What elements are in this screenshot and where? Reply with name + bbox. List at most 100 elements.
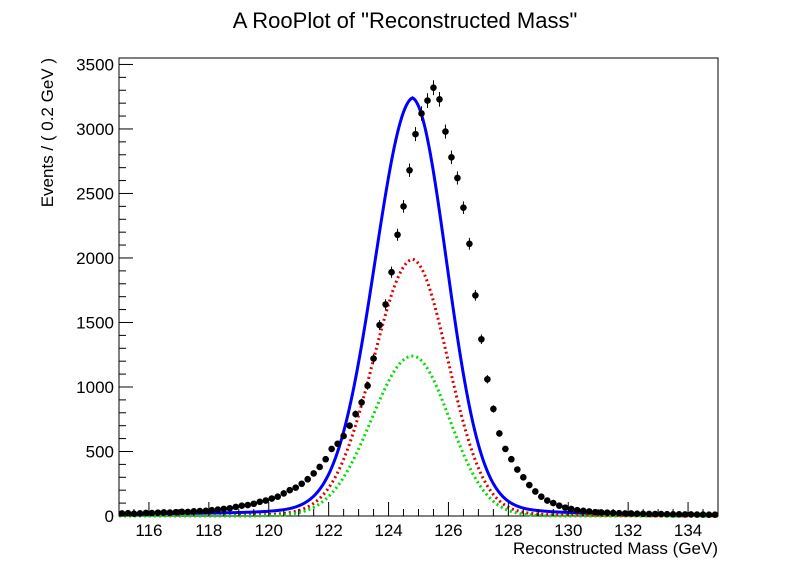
data-point: [208, 506, 216, 514]
data-point: [256, 498, 264, 506]
data-point: [663, 510, 671, 518]
x-tick-label: 126: [434, 521, 462, 540]
data-point: [651, 510, 659, 518]
x-tick-label: 134: [674, 521, 702, 540]
red-component-curve: [118, 257, 718, 518]
data-point: [148, 509, 156, 517]
data-point: [693, 511, 701, 518]
data-point: [591, 508, 599, 516]
data-point: [346, 422, 353, 429]
y-tick-label: 1500: [76, 313, 114, 332]
total-fit-curve: [119, 96, 718, 517]
data-point: [292, 484, 300, 491]
data-point: [142, 509, 150, 517]
data-point: [675, 511, 683, 518]
data-point: [711, 511, 719, 519]
x-tick-label: 120: [255, 521, 283, 540]
data-point: [382, 301, 389, 308]
data-point: [352, 410, 359, 418]
data-point: [549, 499, 557, 507]
data-point: [322, 455, 329, 463]
data-point: [118, 510, 126, 517]
data-point: [184, 508, 192, 516]
data-point: [370, 355, 377, 362]
green-component-curve: [119, 354, 718, 518]
data-point: [454, 174, 461, 182]
data-point: [424, 97, 431, 104]
data-points: [118, 80, 719, 519]
y-tick-label: 3500: [76, 55, 114, 74]
data-point: [178, 508, 186, 516]
x-tick-label: 128: [494, 521, 522, 540]
data-point: [214, 506, 222, 513]
data-point: [448, 154, 455, 161]
data-point: [603, 509, 611, 516]
data-point: [388, 268, 395, 276]
data-point: [154, 509, 162, 516]
y-axis-ticks: 0 500 1000 1500 2000 2500 3000 3500: [76, 55, 133, 526]
data-point: [166, 509, 174, 516]
data-point: [304, 475, 311, 483]
data-point: [597, 509, 605, 516]
data-point: [340, 432, 347, 440]
plot-frame: [118, 57, 719, 517]
data-point: [466, 240, 473, 248]
data-point: [627, 510, 635, 517]
data-point: [238, 502, 246, 509]
data-point: [633, 510, 641, 517]
data-point: [543, 497, 551, 504]
data-point: [286, 486, 294, 494]
x-axis-title: Reconstructed Mass (GeV): [513, 539, 718, 558]
data-point: [316, 463, 323, 471]
data-point: [430, 84, 437, 91]
y-tick-label: 3000: [76, 120, 114, 139]
data-point: [172, 508, 180, 516]
data-point: [567, 505, 575, 513]
data-point: [561, 504, 569, 511]
data-point: [502, 445, 509, 453]
x-axis-ticks: 116 118 120 122 124 126 128 130 132 134: [118, 502, 719, 540]
chart-title: A RooPlot of "Reconstructed Mass": [233, 8, 578, 33]
data-point: [526, 481, 533, 489]
y-tick-label: 2000: [76, 249, 114, 268]
data-point: [400, 203, 407, 210]
data-point: [412, 130, 419, 138]
data-point: [436, 95, 443, 103]
data-point: [124, 509, 132, 517]
data-point: [136, 509, 144, 517]
data-point: [250, 500, 258, 508]
x-tick-label: 118: [195, 521, 222, 540]
data-point: [496, 430, 503, 437]
data-point: [202, 507, 210, 515]
data-point: [657, 510, 665, 518]
data-point: [406, 166, 413, 174]
data-point: [298, 480, 305, 488]
data-point: [687, 511, 695, 518]
data-point: [645, 510, 653, 518]
data-point: [226, 504, 234, 512]
data-point: [196, 507, 204, 515]
data-point: [478, 335, 485, 343]
x-tick-label: 130: [554, 521, 582, 540]
data-point: [394, 231, 401, 239]
data-point: [490, 405, 497, 413]
data-point: [358, 399, 365, 406]
data-point: [537, 493, 545, 500]
data-point: [520, 473, 527, 481]
data-point: [364, 382, 371, 389]
data-point: [460, 204, 467, 211]
x-tick-label: 116: [135, 521, 162, 540]
data-point: [615, 509, 623, 517]
x-tick-label: 132: [614, 521, 642, 540]
y-tick-label: 500: [86, 442, 114, 461]
data-point: [681, 511, 689, 518]
data-point: [532, 488, 539, 495]
data-point: [508, 455, 515, 463]
data-point: [573, 506, 581, 514]
y-axis-title: Events / ( 0.2 GeV ): [38, 58, 57, 207]
data-point: [376, 321, 383, 329]
data-point: [220, 505, 228, 513]
data-point: [705, 511, 713, 519]
data-point: [274, 493, 282, 500]
